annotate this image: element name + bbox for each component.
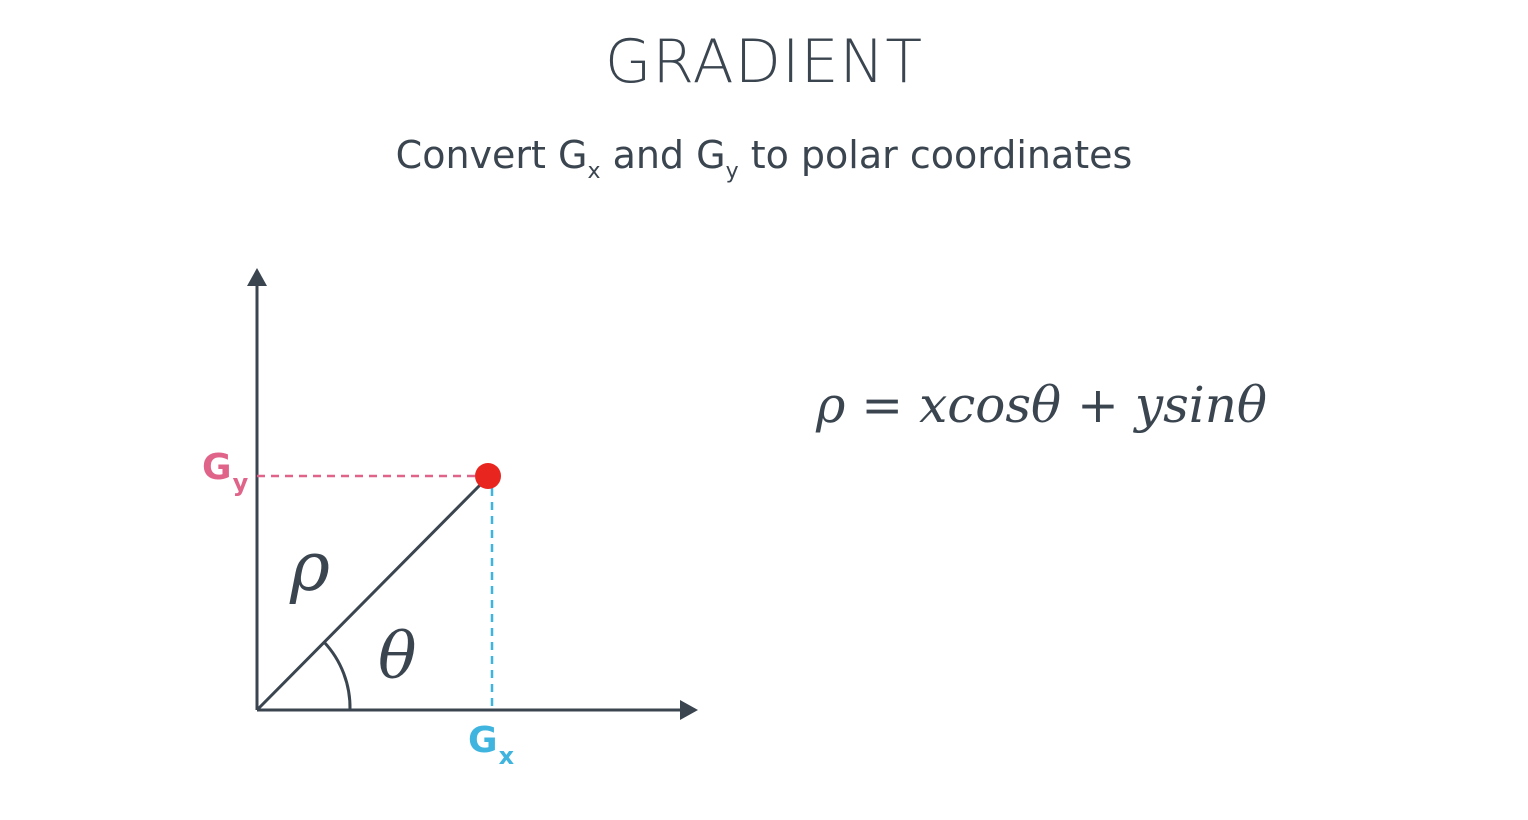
subtitle-sub-x: x	[587, 159, 601, 184]
subtitle-part-2: and G	[600, 133, 726, 177]
x-axis-arrow-icon	[680, 700, 698, 720]
rho-vector	[255, 479, 486, 712]
hough-formula: ρ = xcosθ + ysinθ	[816, 376, 1268, 434]
subtitle-part-3: to polar coordinates	[738, 133, 1133, 177]
slide-subtitle: Convert Gx and Gy to polar coordinates	[0, 130, 1528, 183]
gy-label: Gy	[202, 447, 249, 497]
gradient-point	[475, 463, 501, 489]
subtitle-part-1: Convert G	[395, 133, 588, 177]
rho-label: ρ	[289, 528, 330, 607]
slide-title: GRADIENT	[604, 27, 924, 97]
subtitle-sub-y: y	[725, 159, 739, 184]
gx-label: Gx	[468, 720, 515, 770]
theta-label: θ	[378, 620, 417, 694]
theta-arc	[322, 640, 352, 711]
y-axis-arrow-icon	[247, 268, 267, 286]
